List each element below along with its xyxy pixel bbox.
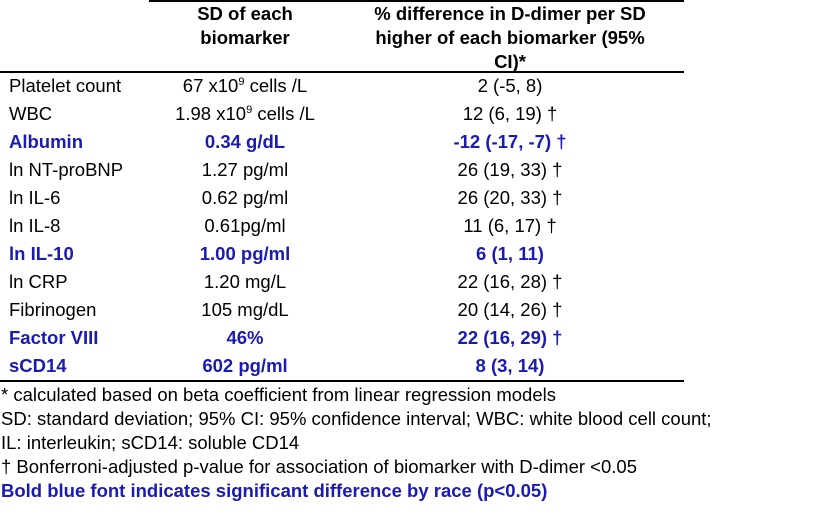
sd-value: 1.27 pg/ml	[201, 159, 289, 180]
footnote-abbreviations: SD: standard deviation; 95% CI: 95% conf…	[1, 408, 712, 429]
sd-value: 1.20 mg/L	[203, 271, 287, 292]
footnote-asterisk: * calculated based on beta coefficient f…	[1, 384, 556, 405]
sd-value: 1.98 x109 cells /L	[175, 103, 315, 124]
header-sd: SD of each biomarker	[197, 3, 293, 48]
difference-value: 6 (1, 11)	[476, 243, 544, 264]
biomarker-name: sCD14	[9, 355, 67, 376]
bottom-rule	[0, 380, 684, 382]
difference-value: 20 (14, 26) †	[457, 299, 563, 320]
biomarker-name: Platelet count	[9, 75, 122, 96]
header-rule	[0, 71, 684, 73]
footnote-dagger: † Bonferroni-adjusted p-value for associ…	[1, 456, 637, 477]
sd-value: 46%	[226, 327, 264, 348]
sd-value: 105 mg/dL	[201, 299, 289, 320]
table-row: ln IL-8 0.61pg/ml 11 (6, 17) †	[0, 212, 690, 240]
table-row: ln IL-10 1.00 pg/ml 6 (1, 11)	[0, 240, 690, 268]
sd-value: 0.61pg/ml	[204, 215, 286, 236]
sd-value: 1.00 pg/ml	[199, 243, 291, 264]
table-row: Factor VIII 46% 22 (16, 29) †	[0, 324, 690, 352]
difference-value: -12 (-17, -7) †	[453, 131, 567, 152]
sd-value: 602 pg/ml	[202, 355, 288, 376]
table-row: Platelet count 67 x109 cells /L 2 (-5, 8)	[0, 72, 690, 100]
table-row: WBC 1.98 x109 cells /L 12 (6, 19) †	[0, 100, 690, 128]
header-difference: % difference in D-dimer per SD higher of…	[374, 3, 646, 72]
table-row: Fibrinogen 105 mg/dL 20 (14, 26) †	[0, 296, 690, 324]
difference-value: 11 (6, 17) †	[463, 215, 557, 236]
difference-value: 26 (19, 33) †	[457, 159, 563, 180]
footnote-bold-blue: Bold blue font indicates significant dif…	[1, 480, 548, 501]
difference-value: 2 (-5, 8)	[477, 75, 543, 96]
table-row: ln IL-6 0.62 pg/ml 26 (20, 33) †	[0, 184, 690, 212]
biomarker-name: ln IL-8	[9, 215, 61, 236]
biomarker-name: ln IL-6	[9, 187, 61, 208]
table-row: ln NT-proBNP 1.27 pg/ml 26 (19, 33) †	[0, 156, 690, 184]
top-rule	[149, 0, 684, 2]
difference-value: 22 (16, 28) †	[457, 271, 563, 292]
difference-value: 8 (3, 14)	[475, 355, 545, 376]
difference-value: 22 (16, 29) †	[457, 327, 563, 348]
biomarker-name: ln CRP	[9, 271, 68, 292]
footnote-abbreviations-cont: IL: interleukin; sCD14: soluble CD14	[1, 432, 300, 453]
biomarker-name: Factor VIII	[9, 327, 99, 348]
table-row: ln CRP 1.20 mg/L 22 (16, 28) †	[0, 268, 690, 296]
biomarker-name: Fibrinogen	[9, 299, 97, 320]
biomarker-name: Albumin	[9, 131, 83, 152]
table-row: Albumin 0.34 g/dL -12 (-17, -7) †	[0, 128, 690, 156]
biomarker-name: ln NT-proBNP	[9, 159, 124, 180]
difference-value: 26 (20, 33) †	[457, 187, 563, 208]
table-row: sCD14 602 pg/ml 8 (3, 14)	[0, 352, 690, 380]
sd-value: 0.62 pg/ml	[201, 187, 289, 208]
difference-value: 12 (6, 19) †	[462, 103, 558, 124]
sd-value: 67 x109 cells /L	[182, 75, 308, 96]
sd-value: 0.34 g/dL	[204, 131, 286, 152]
biomarker-name: WBC	[9, 103, 53, 124]
biomarker-name: ln IL-10	[9, 243, 74, 264]
